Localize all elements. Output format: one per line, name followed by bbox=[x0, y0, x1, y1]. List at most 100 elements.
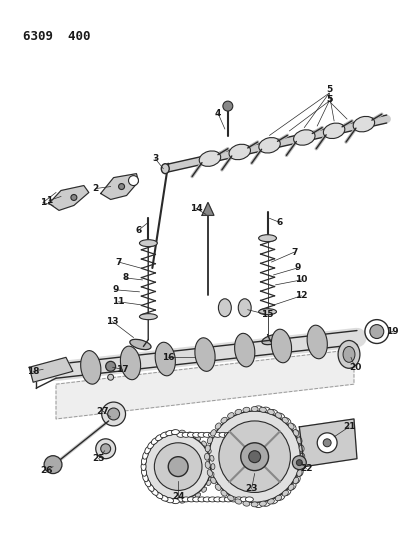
Ellipse shape bbox=[259, 235, 277, 241]
Ellipse shape bbox=[210, 472, 214, 478]
Text: 5: 5 bbox=[326, 95, 332, 103]
Ellipse shape bbox=[307, 325, 327, 359]
Ellipse shape bbox=[140, 240, 157, 247]
Ellipse shape bbox=[214, 497, 222, 502]
Ellipse shape bbox=[343, 346, 355, 362]
Ellipse shape bbox=[268, 409, 274, 415]
Text: 10: 10 bbox=[295, 276, 308, 285]
Text: 1: 1 bbox=[40, 198, 46, 207]
Ellipse shape bbox=[219, 432, 227, 438]
Ellipse shape bbox=[238, 299, 251, 317]
Ellipse shape bbox=[240, 497, 248, 502]
Ellipse shape bbox=[224, 432, 232, 438]
Ellipse shape bbox=[171, 499, 177, 503]
Ellipse shape bbox=[230, 432, 237, 438]
Ellipse shape bbox=[255, 406, 263, 411]
Circle shape bbox=[119, 183, 124, 190]
Ellipse shape bbox=[198, 497, 206, 502]
Ellipse shape bbox=[205, 445, 210, 452]
Text: 4: 4 bbox=[215, 109, 221, 118]
Circle shape bbox=[154, 443, 202, 490]
Ellipse shape bbox=[293, 430, 299, 436]
Ellipse shape bbox=[224, 497, 232, 502]
Ellipse shape bbox=[294, 130, 315, 145]
Ellipse shape bbox=[271, 329, 292, 363]
Ellipse shape bbox=[235, 409, 242, 415]
Ellipse shape bbox=[182, 497, 190, 502]
Circle shape bbox=[317, 433, 337, 453]
Ellipse shape bbox=[195, 493, 201, 498]
Ellipse shape bbox=[151, 489, 158, 495]
Ellipse shape bbox=[171, 430, 179, 434]
Ellipse shape bbox=[156, 493, 161, 498]
Ellipse shape bbox=[228, 413, 234, 418]
Ellipse shape bbox=[218, 299, 231, 317]
Ellipse shape bbox=[187, 432, 195, 438]
Ellipse shape bbox=[295, 430, 300, 437]
Circle shape bbox=[129, 175, 138, 185]
Text: 25: 25 bbox=[93, 454, 105, 463]
Ellipse shape bbox=[211, 477, 216, 484]
Ellipse shape bbox=[81, 351, 101, 384]
Ellipse shape bbox=[284, 418, 291, 424]
Ellipse shape bbox=[284, 489, 291, 496]
Ellipse shape bbox=[177, 497, 185, 502]
Text: 2: 2 bbox=[93, 184, 99, 193]
Circle shape bbox=[365, 320, 389, 343]
Text: 9: 9 bbox=[113, 285, 119, 294]
Ellipse shape bbox=[215, 423, 221, 429]
Ellipse shape bbox=[353, 116, 375, 132]
Ellipse shape bbox=[298, 437, 303, 445]
Ellipse shape bbox=[199, 151, 221, 166]
Ellipse shape bbox=[219, 497, 227, 502]
Ellipse shape bbox=[214, 432, 222, 438]
Ellipse shape bbox=[202, 441, 207, 446]
Text: 22: 22 bbox=[300, 464, 313, 473]
Ellipse shape bbox=[171, 499, 179, 504]
Ellipse shape bbox=[151, 438, 158, 445]
Ellipse shape bbox=[251, 502, 258, 507]
Text: 8: 8 bbox=[122, 273, 129, 282]
Ellipse shape bbox=[155, 342, 175, 376]
Text: 7: 7 bbox=[291, 248, 297, 256]
Ellipse shape bbox=[207, 448, 211, 453]
Ellipse shape bbox=[299, 462, 304, 469]
Ellipse shape bbox=[188, 432, 193, 437]
Ellipse shape bbox=[275, 495, 282, 500]
Ellipse shape bbox=[228, 495, 234, 500]
Text: 21: 21 bbox=[343, 422, 355, 431]
Ellipse shape bbox=[243, 407, 250, 412]
Ellipse shape bbox=[290, 483, 296, 490]
Text: 16: 16 bbox=[162, 353, 175, 362]
Ellipse shape bbox=[163, 432, 169, 437]
Ellipse shape bbox=[141, 463, 146, 471]
Ellipse shape bbox=[187, 497, 195, 502]
Ellipse shape bbox=[263, 407, 271, 413]
Ellipse shape bbox=[259, 309, 277, 314]
Circle shape bbox=[108, 374, 113, 380]
Ellipse shape bbox=[142, 455, 146, 461]
Circle shape bbox=[249, 451, 261, 463]
Ellipse shape bbox=[263, 501, 271, 506]
Ellipse shape bbox=[293, 477, 299, 484]
Polygon shape bbox=[56, 350, 354, 419]
Ellipse shape bbox=[207, 480, 211, 486]
Ellipse shape bbox=[262, 334, 283, 345]
Text: 17: 17 bbox=[116, 365, 129, 374]
Ellipse shape bbox=[140, 314, 157, 320]
Ellipse shape bbox=[171, 430, 177, 434]
Ellipse shape bbox=[203, 497, 211, 502]
Ellipse shape bbox=[297, 437, 302, 444]
Ellipse shape bbox=[204, 453, 209, 460]
Text: 7: 7 bbox=[115, 257, 122, 266]
Text: 13: 13 bbox=[106, 317, 119, 326]
Ellipse shape bbox=[255, 503, 263, 507]
Ellipse shape bbox=[288, 423, 294, 429]
Ellipse shape bbox=[259, 501, 266, 506]
Ellipse shape bbox=[180, 430, 185, 434]
Circle shape bbox=[296, 459, 302, 466]
Text: 20: 20 bbox=[349, 363, 361, 372]
Ellipse shape bbox=[193, 432, 201, 438]
Ellipse shape bbox=[166, 431, 173, 435]
Ellipse shape bbox=[268, 499, 274, 504]
